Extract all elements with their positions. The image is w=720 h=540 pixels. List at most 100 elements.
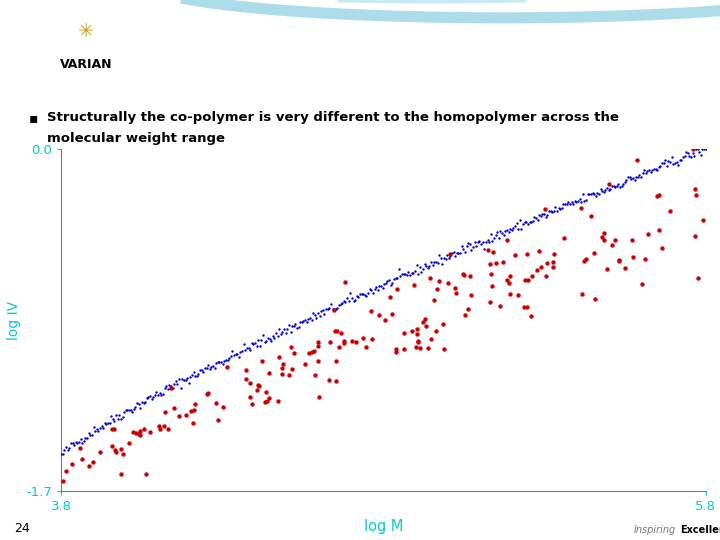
Point: [477, 237, 488, 246]
Point: [417, 264, 428, 273]
Point: [449, 252, 461, 260]
Point: [243, 343, 254, 352]
Point: [546, 207, 558, 216]
Point: [102, 418, 114, 427]
Point: [325, 300, 337, 308]
Point: [272, 332, 284, 340]
Point: [235, 348, 246, 356]
Point: [117, 450, 129, 458]
Point: [357, 334, 369, 343]
Point: [184, 373, 196, 382]
Point: [693, 274, 704, 283]
Point: [603, 180, 614, 188]
Point: [690, 191, 702, 200]
Point: [392, 285, 403, 294]
Point: [426, 335, 437, 344]
Point: [579, 197, 590, 205]
Point: [409, 266, 420, 275]
Point: [390, 345, 402, 354]
Point: [422, 264, 433, 272]
Point: [366, 335, 378, 344]
Point: [134, 431, 145, 440]
Point: [393, 265, 405, 273]
X-axis label: log M: log M: [364, 519, 403, 534]
Point: [236, 347, 248, 355]
Point: [695, 150, 706, 159]
Point: [414, 263, 426, 272]
Point: [309, 311, 320, 320]
Point: [115, 415, 127, 423]
Point: [275, 330, 287, 339]
Point: [490, 231, 501, 240]
Point: [293, 323, 305, 332]
Point: [84, 431, 96, 440]
Point: [540, 212, 552, 221]
Point: [480, 238, 492, 247]
Point: [191, 371, 202, 380]
Point: [413, 270, 424, 279]
Point: [312, 356, 323, 365]
Point: [596, 232, 608, 241]
Point: [276, 370, 288, 379]
Point: [582, 190, 593, 198]
Point: [323, 375, 334, 384]
Point: [526, 218, 537, 226]
Point: [487, 247, 498, 256]
Point: [675, 156, 687, 165]
Point: [534, 247, 545, 256]
Point: [222, 363, 233, 372]
Point: [110, 448, 122, 456]
Point: [423, 262, 435, 271]
Point: [62, 445, 73, 454]
Point: [443, 254, 454, 262]
Point: [613, 257, 625, 266]
Point: [356, 289, 367, 298]
Point: [304, 314, 315, 322]
Point: [654, 161, 666, 170]
Point: [350, 338, 361, 346]
Point: [133, 399, 145, 408]
Point: [614, 183, 626, 191]
Point: [396, 269, 408, 278]
Point: [112, 415, 124, 423]
Point: [157, 390, 168, 399]
Point: [688, 152, 700, 160]
Point: [244, 346, 256, 354]
Point: [534, 211, 545, 219]
Point: [254, 341, 266, 350]
Point: [136, 397, 148, 406]
Point: [348, 296, 359, 305]
Y-axis label: log IV: log IV: [6, 300, 21, 340]
Point: [166, 382, 177, 390]
Point: [656, 244, 667, 252]
Point: [578, 257, 590, 266]
Point: [176, 375, 188, 383]
Point: [172, 379, 184, 388]
Point: [410, 342, 422, 351]
Point: [564, 200, 576, 208]
Point: [312, 342, 323, 350]
Point: [247, 400, 258, 409]
Point: [170, 376, 181, 385]
Point: [501, 226, 513, 235]
Point: [536, 210, 548, 218]
Point: [407, 327, 418, 335]
Point: [444, 249, 456, 258]
Point: [220, 355, 232, 364]
Point: [189, 372, 201, 380]
Point: [359, 291, 371, 300]
Point: [553, 204, 564, 212]
Point: [422, 344, 433, 353]
Point: [260, 398, 271, 407]
Point: [583, 190, 595, 199]
Point: [306, 347, 318, 356]
Point: [448, 247, 459, 256]
Point: [227, 347, 238, 355]
Point: [351, 292, 362, 300]
Point: [93, 427, 104, 436]
Point: [86, 431, 98, 440]
Point: [539, 205, 551, 213]
Point: [167, 383, 179, 392]
Point: [580, 254, 592, 263]
Point: [282, 325, 293, 333]
